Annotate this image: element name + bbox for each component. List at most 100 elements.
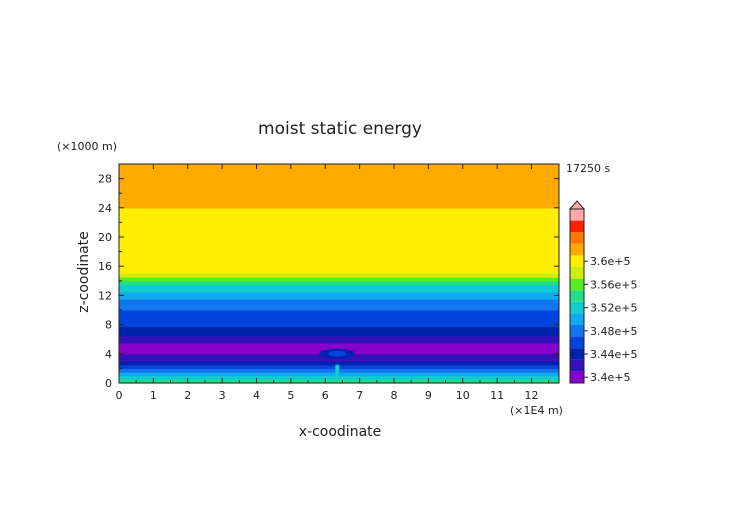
colorbar-swatch — [570, 232, 584, 244]
colorbar-label: 3.4e+5 — [590, 371, 630, 384]
field-band — [119, 306, 559, 309]
colorbar-swatch — [570, 220, 584, 233]
field-band — [119, 359, 559, 362]
field-band — [119, 247, 559, 251]
y-tick-label: 12 — [98, 289, 112, 302]
field-band — [119, 379, 559, 382]
field-band — [119, 213, 559, 216]
x-tick-label: 7 — [356, 389, 363, 402]
field-band — [119, 288, 559, 291]
field-band — [119, 330, 559, 333]
y-axis-label: z-coodinate — [76, 231, 92, 313]
field-band — [119, 362, 559, 366]
field-band — [119, 335, 559, 338]
field-band — [119, 173, 559, 176]
field-band — [119, 293, 559, 296]
colorbar-label: 3.6e+5 — [590, 255, 630, 268]
field-band — [119, 289, 559, 293]
colorbar-swatch — [570, 290, 584, 302]
field-band — [119, 258, 559, 262]
field-band — [119, 302, 559, 306]
field-band — [119, 339, 559, 342]
field-band — [119, 209, 559, 213]
field-band — [119, 271, 559, 275]
field-band — [119, 295, 559, 298]
field-band — [119, 178, 559, 182]
field-band — [119, 229, 559, 233]
y-tick-label: 8 — [105, 319, 112, 332]
field-band — [119, 315, 559, 318]
field-band — [119, 280, 559, 284]
field-band — [119, 278, 559, 282]
field-band — [119, 195, 559, 198]
field-band — [119, 268, 559, 271]
colorbar-swatch — [570, 301, 584, 314]
x-tick-label: 8 — [391, 389, 398, 402]
field-band — [119, 320, 559, 324]
field-band — [119, 331, 559, 335]
field-band — [119, 311, 559, 315]
field-band — [119, 196, 559, 200]
colorbar-swatch — [570, 255, 584, 267]
field-band — [119, 182, 559, 185]
plot-frame — [118, 163, 560, 384]
colorbar-swatch — [570, 336, 584, 349]
field-band — [119, 333, 559, 337]
field-band — [119, 322, 559, 326]
colorbar-label: 3.44e+5 — [590, 348, 637, 361]
field-band — [119, 167, 559, 171]
x-axis-unit: (×1E4 m) — [510, 404, 563, 417]
field-band — [119, 297, 559, 300]
field-band — [119, 253, 559, 256]
field-band — [119, 284, 559, 287]
field-band — [119, 242, 559, 245]
field-band — [119, 207, 559, 211]
field-band — [119, 215, 559, 218]
field-band — [119, 246, 559, 249]
colorbar-swatch — [570, 348, 584, 360]
field-band — [119, 346, 559, 349]
field-band — [119, 204, 559, 207]
field-band — [119, 240, 559, 244]
colorbar-label: 3.56e+5 — [590, 278, 637, 291]
x-tick-label: 2 — [184, 389, 191, 402]
field-band — [119, 226, 559, 229]
field-band — [119, 205, 559, 209]
field-band — [119, 286, 559, 289]
time-label: 17250 s — [566, 162, 610, 175]
x-tick-label: 9 — [425, 389, 432, 402]
y-tick-label: 20 — [98, 231, 112, 244]
field-band — [119, 282, 559, 286]
field-band — [119, 324, 559, 328]
field-band — [119, 277, 559, 280]
field-band — [119, 222, 559, 225]
colorbar-swatch — [570, 371, 584, 383]
field-band — [119, 238, 559, 242]
x-tick-label: 1 — [150, 389, 157, 402]
y-tick-label: 28 — [98, 173, 112, 186]
field-band — [119, 255, 559, 258]
field-band — [119, 341, 559, 344]
colorbar-swatch — [570, 359, 584, 372]
x-tick-label: 5 — [287, 389, 294, 402]
field-band — [119, 344, 559, 348]
field-band — [119, 326, 559, 329]
y-axis: 0 4 8 12 16 20 24 28 — [98, 173, 559, 390]
field-band — [119, 235, 559, 238]
field-band — [119, 176, 559, 180]
field-band — [119, 202, 559, 205]
field-band — [119, 337, 559, 340]
chart-title: moist static energy — [258, 119, 422, 139]
y-tick-label: 0 — [105, 377, 112, 390]
field-band — [119, 377, 559, 380]
colorbar-swatch — [570, 313, 584, 325]
colorbar-swatch — [570, 278, 584, 291]
field-band — [119, 211, 559, 214]
field-band — [119, 266, 559, 269]
anomaly-stem — [335, 364, 340, 379]
field-band — [119, 269, 559, 273]
field-band — [119, 220, 559, 223]
field-band — [119, 224, 559, 227]
field-band — [119, 216, 559, 220]
field-band — [119, 184, 559, 187]
